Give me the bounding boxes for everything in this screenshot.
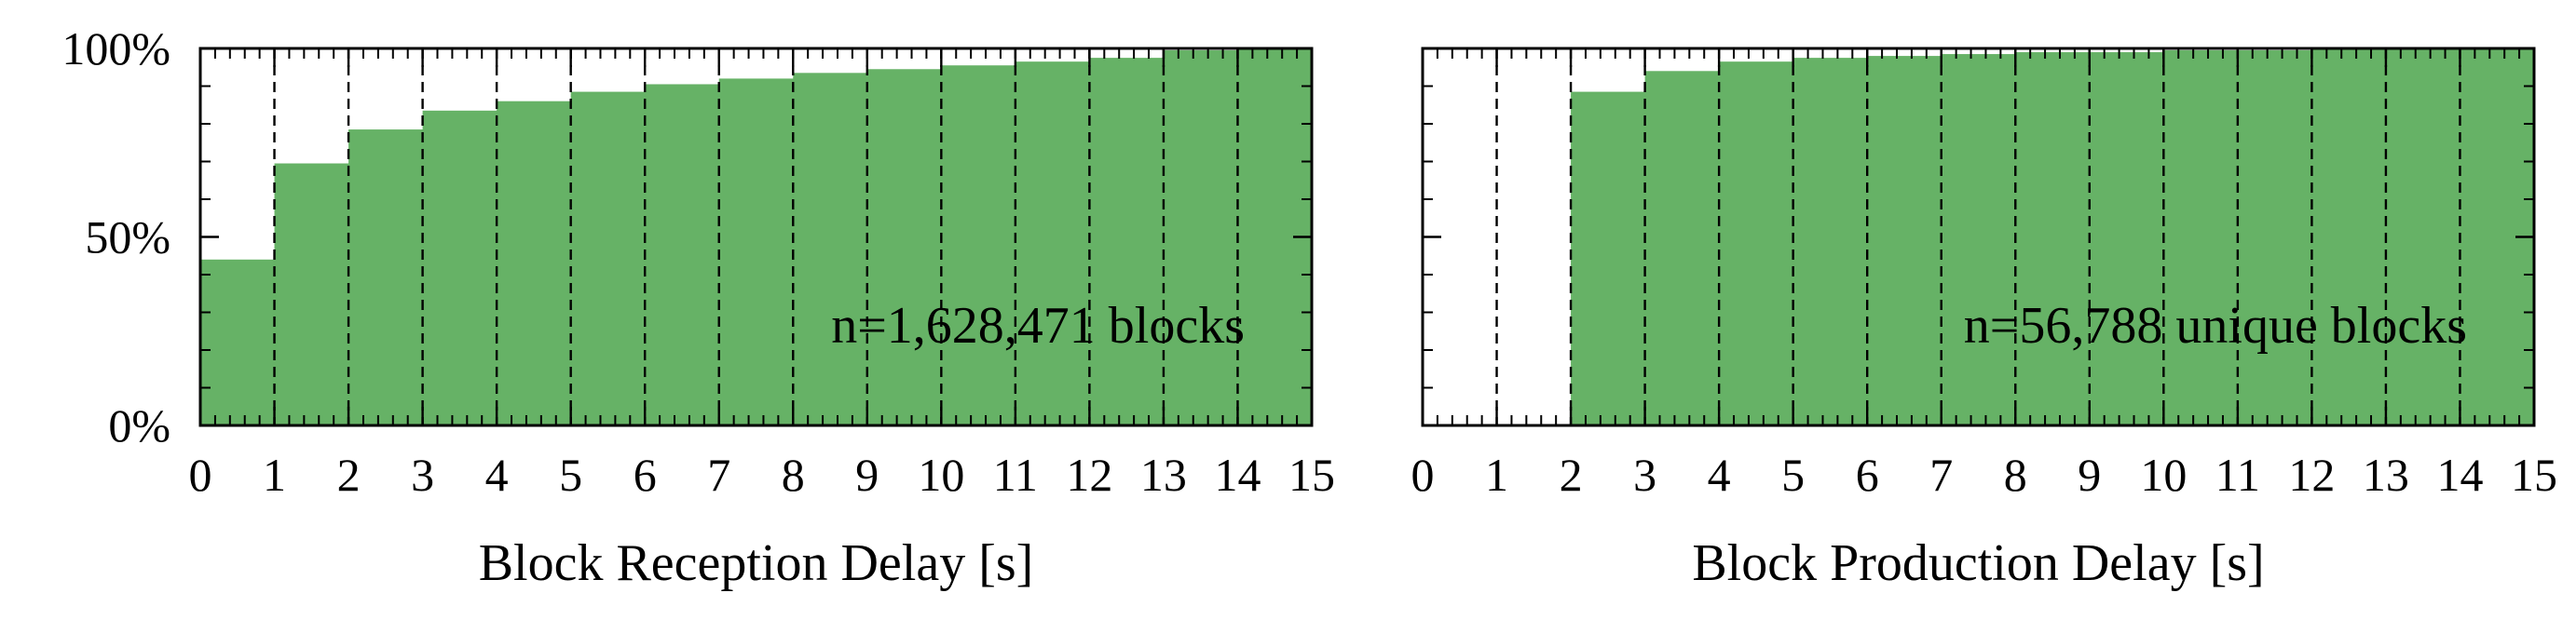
x-tick-label: 4	[1708, 449, 1731, 501]
bar-11	[1015, 61, 1090, 426]
x-tick-label: 3	[411, 449, 434, 501]
x-tick-label: 9	[2078, 449, 2101, 501]
bar-11	[2237, 50, 2312, 426]
x-tick-label: 1	[263, 449, 286, 501]
bar-13	[2385, 48, 2461, 425]
x-tick-label: 12	[1066, 449, 1112, 501]
x-tick-label: 14	[1214, 449, 1261, 501]
x-tick-label: 3	[1633, 449, 1656, 501]
x-axis-label: Block Reception Delay [s]	[479, 534, 1034, 592]
x-tick-label: 9	[855, 449, 879, 501]
bar-7	[1941, 54, 2016, 425]
bar-4	[1719, 61, 1794, 426]
x-tick-label: 1	[1485, 449, 1508, 501]
x-tick-label: 5	[1781, 449, 1805, 501]
x-tick-label: 8	[782, 449, 805, 501]
sample-size-annotation: n=56,788 unique blocks	[1964, 297, 2467, 355]
x-tick-label: 2	[337, 449, 361, 501]
x-tick-label: 15	[2511, 449, 2557, 501]
bar-6	[645, 84, 720, 425]
bar-12	[1089, 58, 1165, 425]
axes-frame	[198, 47, 1314, 427]
x-tick-label: 11	[993, 449, 1038, 501]
y-tick-label: 0%	[108, 399, 170, 452]
x-tick-label: 7	[1929, 449, 1953, 501]
x-tick-label: 14	[2436, 449, 2483, 501]
bar-4	[497, 101, 572, 425]
bar-9	[866, 69, 942, 426]
x-tick-label: 12	[2288, 449, 2335, 501]
bar-3	[422, 110, 497, 425]
sample-size-annotation: n=1,628,471 blocks	[831, 297, 1245, 355]
x-tick-label: 11	[2215, 449, 2260, 501]
x-tick-label: 5	[559, 449, 582, 501]
bar-12	[2311, 48, 2387, 425]
axes-frame	[1421, 47, 2536, 427]
bar-0	[200, 259, 276, 425]
x-tick-label: 6	[634, 449, 657, 501]
x-tick-label: 2	[1560, 449, 1583, 501]
bar-9	[2089, 52, 2164, 426]
x-tick-label: 13	[1140, 449, 1187, 501]
x-axis-label: Block Production Delay [s]	[1692, 534, 2264, 592]
x-tick-label: 4	[485, 449, 509, 501]
bar-13	[1163, 50, 1239, 426]
x-tick-label: 0	[1411, 449, 1435, 501]
bar-7	[718, 78, 794, 426]
x-tick-label: 10	[2140, 449, 2187, 501]
x-tick-label: 13	[2363, 449, 2409, 501]
bar-10	[941, 65, 1016, 425]
bar-6	[1867, 56, 1942, 425]
bar-2	[1571, 91, 1646, 425]
bar-1	[274, 163, 349, 425]
bar-5	[570, 91, 646, 425]
x-tick-label: 6	[1856, 449, 1879, 501]
x-tick-label: 10	[918, 449, 964, 501]
reception-delay-chart: 0 1 2 3 4 5 6 7 8 9 10 11 12 13 14 150%50%100%Block Rec…	[61, 22, 1335, 592]
bar-8	[2015, 52, 2091, 426]
y-tick-label: 100%	[61, 22, 170, 74]
bar-8	[793, 73, 868, 425]
bar-10	[2163, 50, 2239, 426]
bar-2	[348, 129, 424, 425]
x-tick-label: 15	[1288, 449, 1335, 501]
x-tick-label: 0	[189, 449, 212, 501]
bar-3	[1644, 71, 1720, 426]
y-tick-label: 50%	[85, 211, 170, 263]
x-tick-label: 8	[2004, 449, 2027, 501]
x-tick-label: 7	[707, 449, 730, 501]
bar-5	[1792, 58, 1868, 425]
